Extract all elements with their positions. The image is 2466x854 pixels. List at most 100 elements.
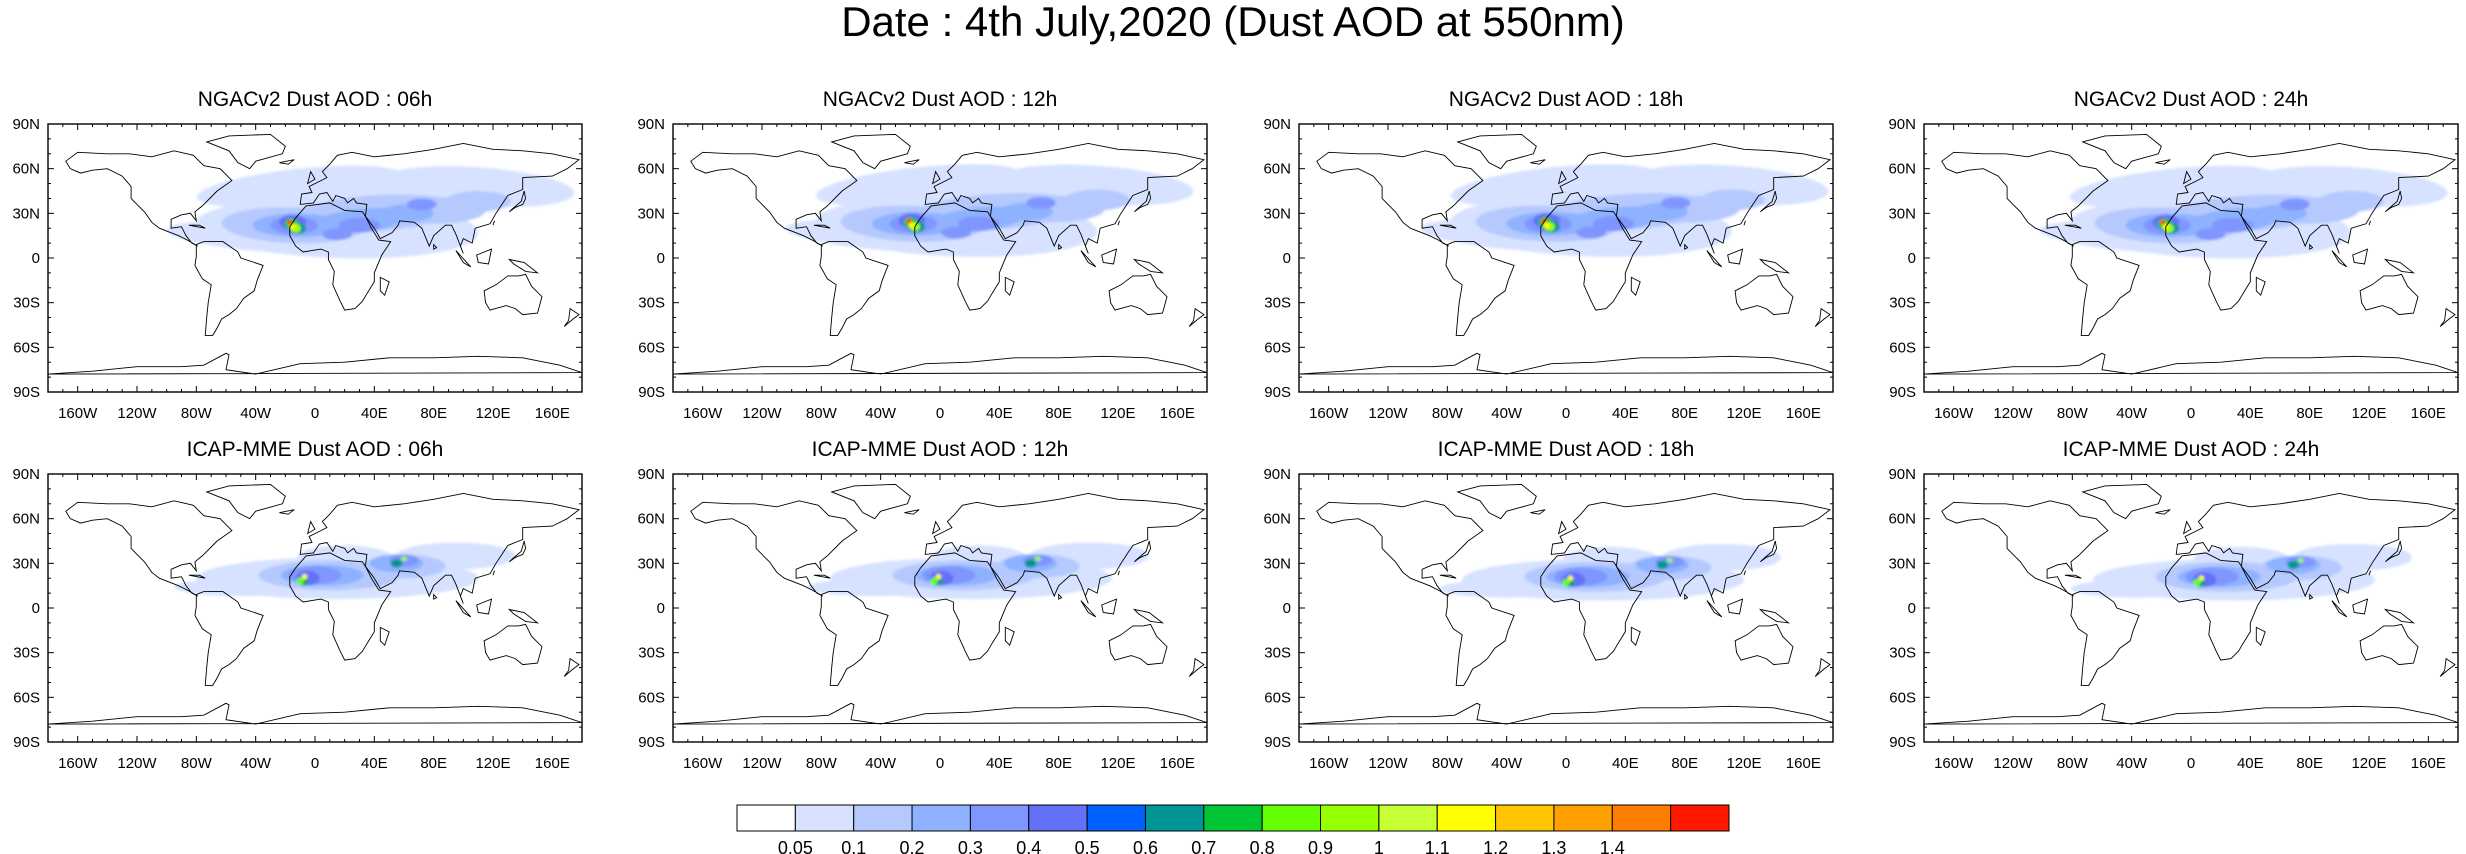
map-background [48, 474, 582, 742]
coastline [2331, 600, 2348, 618]
dust-contour [2198, 575, 2205, 581]
lat-tick-label: 30N [1263, 555, 1291, 572]
coastline [1445, 591, 1515, 686]
lon-tick-label: 40W [240, 405, 272, 422]
colorbar-box [1436, 804, 1497, 832]
ticks [47, 473, 583, 743]
coastline [1133, 540, 1152, 563]
coastline [1734, 623, 1794, 666]
lon-tick-label: 80W [806, 405, 838, 422]
lat-tick-label: 60N [1888, 511, 1916, 528]
lat-tick-label: 0 [1283, 600, 1291, 617]
colorbar-box [736, 804, 796, 832]
coastline [2175, 492, 2457, 604]
colorbar-label: 1.4 [1600, 838, 1625, 854]
dust-contour [2195, 228, 2226, 241]
lon-tick-label: 0 [2187, 755, 2195, 772]
coastline [2081, 133, 2162, 170]
lon-tick-label: 80E [2296, 755, 2323, 772]
lon-tick-label: 80E [2296, 405, 2323, 422]
lon-tick-label: 120W [742, 405, 782, 422]
map-panel: ICAP-MME Dust AOD : 06h 160W 120W 80W 40W 0 40… [0, 438, 632, 782]
coastline [379, 276, 390, 297]
dust-contour [406, 198, 437, 211]
lat-tick-label: 90S [1889, 384, 1916, 401]
colorbar-label: 0.2 [900, 838, 925, 854]
world-map: 160W 120W 80W 40W 0 40E 80E 120E 160E 90N 60N 30N 0 3… [12, 466, 583, 772]
dust-contour [1026, 196, 1056, 209]
coastline [1133, 190, 1152, 213]
coastline [2155, 159, 2171, 165]
lon-tick-label: 0 [936, 405, 944, 422]
coastline [1299, 702, 1833, 725]
lat-tick-label: 60N [1263, 161, 1291, 178]
map-background [673, 474, 1207, 742]
world-map: 160W 120W 80W 40W 0 40E 80E 120E 160E 90N 60N 30N 0 3… [12, 116, 583, 422]
coastline [289, 552, 392, 661]
lon-tick-label: 160W [683, 405, 723, 422]
world-map: 160W 120W 80W 40W 0 40E 80E 120E 160E 90N 60N 30N 0 3… [1263, 466, 1834, 772]
lon-tick-label: 80W [806, 755, 838, 772]
colorbar-label: 0.05 [778, 838, 813, 854]
coastline [1439, 224, 1457, 229]
dust-contour [2280, 198, 2310, 211]
lon-tick-label: 120E [1726, 755, 1761, 772]
coastline [1101, 598, 1118, 615]
lat-tick-label: 30N [637, 205, 665, 222]
lat-tick-label: 60S [1264, 689, 1291, 706]
lon-tick-label: 80W [2057, 755, 2089, 772]
coastline [2064, 574, 2082, 579]
coastline [1684, 243, 1689, 250]
coastline [433, 243, 438, 250]
lat-tick-label: 30S [638, 645, 665, 662]
lon-tick-label: 40E [986, 755, 1013, 772]
lon-tick-label: 80W [1432, 405, 1464, 422]
coastline [1101, 248, 1118, 265]
coastline [1299, 352, 1833, 375]
lon-tick-label: 160W [683, 755, 723, 772]
colorbar-box [1261, 804, 1322, 832]
dust-contour [338, 217, 381, 233]
ticks [672, 123, 1208, 393]
coastline [1188, 657, 1205, 677]
panel-title: NGACv2 Dust AOD : 18h [1448, 88, 1684, 111]
coastline [2064, 224, 2082, 229]
colorbar-label: 0.6 [1133, 838, 1158, 854]
lon-tick-label: 120E [1100, 755, 1135, 772]
dust-aod-field [785, 164, 1194, 257]
coastline [2255, 276, 2266, 297]
coastline [2359, 623, 2419, 666]
lon-tick-label: 0 [311, 405, 319, 422]
panel-title: NGACv2 Dust AOD : 06h [197, 88, 433, 111]
colorbar-box [1378, 804, 1438, 832]
dust-contour [1592, 216, 1635, 232]
coastline [1941, 150, 2109, 247]
coastline [1456, 133, 1537, 170]
coastline [2165, 552, 2268, 661]
dust-contour [2297, 558, 2304, 563]
lat-tick-label: 0 [1283, 250, 1291, 267]
dust-contour [1034, 556, 1041, 562]
coastline [508, 540, 527, 563]
dust-contour [2211, 217, 2254, 233]
coastline [205, 133, 286, 170]
lat-tick-label: 60S [13, 689, 40, 706]
lon-tick-label: 160E [2411, 405, 2446, 422]
coastline [1132, 258, 1165, 274]
coastline [2182, 170, 2192, 185]
coastline [1439, 574, 1457, 579]
coastline [1759, 190, 1778, 213]
coastline [2309, 593, 2314, 600]
coastline [673, 702, 1207, 725]
lat-tick-label: 90N [637, 466, 665, 483]
lon-tick-label: 80E [1671, 405, 1698, 422]
coastline [2352, 248, 2369, 265]
map-panel: NGACv2 Dust AOD : 12h 160W 120W 80W 40W 0 40E 8… [623, 88, 1257, 432]
lon-tick-label: 120E [2351, 405, 2386, 422]
coastlines [673, 133, 1207, 375]
coastline [299, 142, 581, 254]
colorbar-label: 0.8 [1250, 838, 1275, 854]
coastline [1684, 593, 1689, 600]
lon-tick-label: 120W [1993, 405, 2033, 422]
